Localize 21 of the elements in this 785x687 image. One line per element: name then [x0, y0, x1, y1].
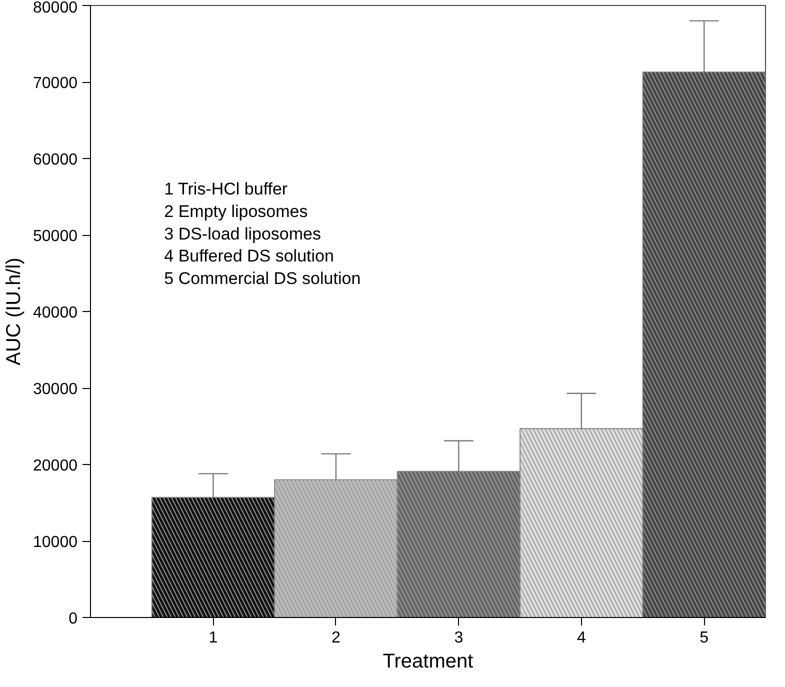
x-tick-label: 2 [332, 630, 341, 646]
y-tick-label: 70000 [33, 75, 78, 92]
annotation: 1 Tris-HCl buffer [164, 180, 288, 199]
y-tick-label: 20000 [33, 458, 78, 474]
annotation: 2 Empty liposomes [164, 202, 308, 221]
annotation: 4 Buffered DS solution [164, 246, 334, 266]
y-tick-label: 10000 [33, 534, 78, 551]
y-tick-label: 60000 [33, 152, 78, 168]
y-axis-title: AUC (IU.h/l) [3, 258, 26, 366]
y-tick-label: 80000 [33, 0, 78, 16]
y-tick-label: 0 [68, 610, 78, 628]
annotation: 5 Commercial DS solution [164, 268, 361, 288]
x-tick-label: 4 [576, 630, 586, 646]
y-tick-label: 50000 [33, 228, 78, 245]
annotation: 3 DS-load liposomes [164, 224, 321, 244]
y-tick-label: 30000 [33, 381, 78, 398]
x-axis-title: Treatment [382, 650, 474, 672]
x-tick-label: 1 [208, 630, 218, 646]
x-tick-label: 3 [454, 630, 464, 646]
x-tick-label: 5 [700, 630, 709, 646]
y-tick-label: 40000 [33, 304, 78, 322]
